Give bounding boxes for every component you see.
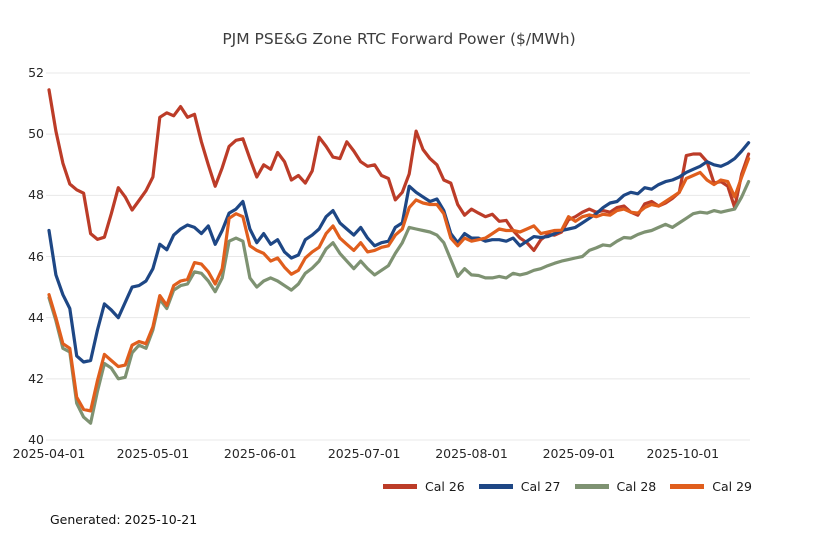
legend-label-cal-26: Cal 26 — [425, 479, 465, 494]
y-tick-label: 46 — [28, 248, 44, 264]
chart-title: PJM PSE&G Zone RTC Forward Power ($/MWh) — [222, 30, 576, 48]
x-tick-label: 2025-05-01 — [116, 446, 190, 461]
legend: Cal 26 Cal 27 Cal 28 Cal 29 — [383, 479, 752, 494]
x-tick-label: 2025-04-01 — [12, 446, 86, 461]
series-line-cal-29 — [47, 157, 751, 413]
legend-swatch-cal-27-icon — [478, 484, 513, 489]
series-line-cal-28 — [47, 180, 751, 425]
legend-swatch-cal-29-icon — [670, 484, 705, 489]
legend-label-cal-28: Cal 28 — [616, 479, 657, 494]
series-line-cal-27 — [47, 141, 751, 364]
legend-item-cal-26: Cal 26 — [383, 479, 465, 494]
x-tick-label: 2025-06-01 — [223, 446, 297, 461]
y-tick-label: 44 — [28, 309, 44, 325]
y-tick-label: 52 — [28, 65, 44, 80]
y-tick-label: 50 — [28, 126, 44, 142]
legend-swatch-cal-28-icon — [574, 484, 609, 489]
y-tick-label: 40 — [28, 432, 44, 447]
legend-item-cal-29: Cal 29 — [670, 479, 752, 494]
generated-timestamp: Generated: 2025-10-21 — [50, 512, 198, 527]
x-tick-label: 2025-09-01 — [542, 446, 616, 461]
legend-label-cal-27: Cal 27 — [520, 479, 561, 494]
x-tick-label: 2025-07-01 — [327, 446, 401, 461]
legend-item-cal-27: Cal 27 — [478, 479, 561, 494]
y-tick-label: 48 — [28, 187, 44, 203]
y-tick-label: 42 — [28, 370, 44, 386]
legend-swatch-cal-26-icon — [383, 484, 417, 489]
x-tick-label: 2025-08-01 — [435, 446, 508, 461]
legend-label-cal-29: Cal 29 — [712, 479, 752, 494]
legend-item-cal-28: Cal 28 — [574, 479, 657, 494]
x-tick-label: 2025-10-01 — [646, 446, 720, 461]
